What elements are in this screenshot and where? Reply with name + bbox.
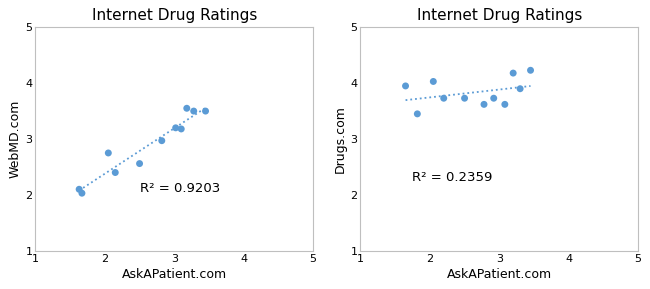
Point bbox=[525, 68, 536, 73]
Point bbox=[412, 112, 423, 116]
Point bbox=[181, 106, 192, 111]
Title: Internet Drug Ratings: Internet Drug Ratings bbox=[92, 8, 257, 23]
Point bbox=[500, 102, 510, 107]
Point bbox=[188, 109, 199, 113]
Text: R² = 0.9203: R² = 0.9203 bbox=[140, 182, 220, 195]
Y-axis label: Drugs.com: Drugs.com bbox=[333, 105, 346, 173]
Point bbox=[176, 127, 187, 131]
Point bbox=[428, 79, 439, 84]
Point bbox=[110, 170, 120, 175]
Point bbox=[74, 187, 85, 192]
Point bbox=[515, 86, 525, 91]
Title: Internet Drug Ratings: Internet Drug Ratings bbox=[417, 8, 582, 23]
Point bbox=[400, 84, 411, 88]
Y-axis label: WebMD.com: WebMD.com bbox=[8, 100, 21, 178]
Point bbox=[77, 191, 87, 195]
Point bbox=[479, 102, 489, 107]
Text: R² = 0.2359: R² = 0.2359 bbox=[413, 171, 493, 184]
Point bbox=[200, 109, 211, 113]
Point bbox=[439, 96, 449, 101]
Point bbox=[170, 125, 181, 130]
Point bbox=[508, 71, 518, 75]
Point bbox=[489, 96, 499, 101]
Point bbox=[135, 161, 145, 166]
Point bbox=[103, 151, 114, 155]
Point bbox=[157, 138, 167, 143]
Point bbox=[460, 96, 470, 101]
X-axis label: AskAPatient.com: AskAPatient.com bbox=[122, 268, 227, 281]
X-axis label: AskAPatient.com: AskAPatient.com bbox=[447, 268, 552, 281]
